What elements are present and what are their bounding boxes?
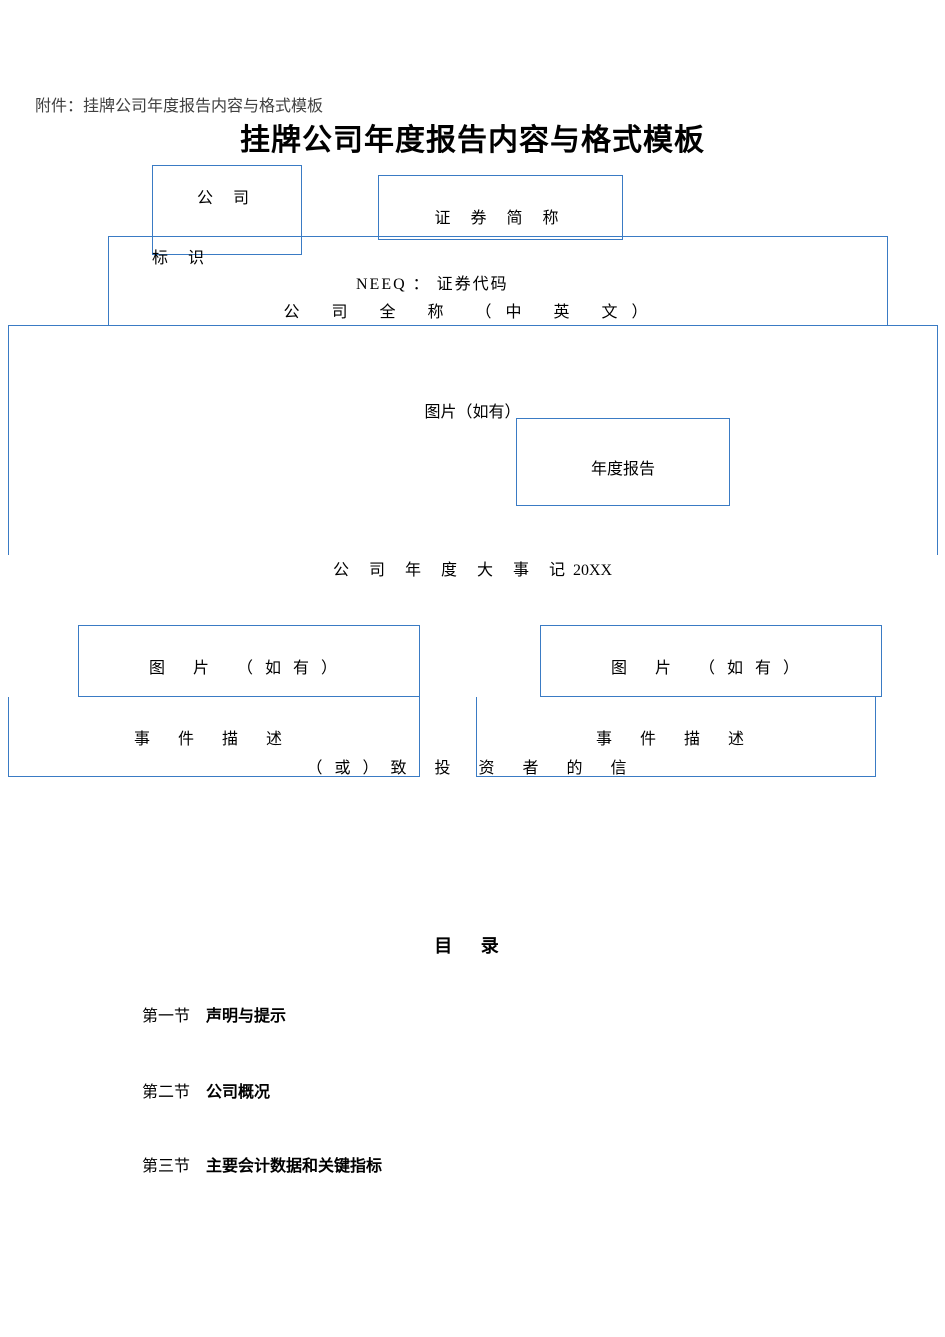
events-heading-prefix: 公 司 年 度 大 事 记 xyxy=(333,562,573,579)
page: 附件：挂牌公司年度报告内容与格式模板 挂牌公司年度报告内容与格式模板 公 司 证… xyxy=(0,0,945,1337)
toc-item-3: 第三节主要会计数据和关键指标 xyxy=(142,1152,382,1176)
attachment-line: 附件：挂牌公司年度报告内容与格式模板 xyxy=(35,92,323,116)
logo-label: 标 识 xyxy=(152,244,212,268)
annual-report-box: 年度报告 xyxy=(516,418,730,506)
toc-item-1-title: 声明与提示 xyxy=(206,1008,286,1025)
toc-item-1: 第一节声明与提示 xyxy=(142,1002,286,1026)
mid-layer-box xyxy=(8,325,938,555)
neeq-line: NEEQ ： 证券代码 xyxy=(356,270,509,294)
image-optional-label: 图片（如有） xyxy=(0,398,945,422)
toc-item-3-title: 主要会计数据和关键指标 xyxy=(206,1158,382,1175)
page-title: 挂牌公司年度报告内容与格式模板 xyxy=(0,115,945,159)
event-right-image-box: 图 片 （如有） xyxy=(540,625,882,697)
toc-item-2-section: 第二节 xyxy=(142,1084,190,1101)
events-heading: 公 司 年 度 大 事 记20XX xyxy=(0,556,945,580)
event-left-image-box: 图 片 （如有） xyxy=(78,625,420,697)
toc-heading: 目 录 xyxy=(0,932,945,958)
toc-item-2: 第二节公司概况 xyxy=(142,1078,270,1102)
company-full-name-line: 公 司 全 称 （中 英 文） xyxy=(0,298,945,322)
toc-item-2-title: 公司概况 xyxy=(206,1084,270,1101)
events-heading-year: 20XX xyxy=(573,562,612,579)
toc-item-3-section: 第三节 xyxy=(142,1158,190,1175)
security-name-box: 证 券 简 称 xyxy=(378,175,623,240)
toc-item-1-section: 第一节 xyxy=(142,1008,190,1025)
investor-letter-line: （或）致 投 资 者 的 信 xyxy=(0,754,945,778)
